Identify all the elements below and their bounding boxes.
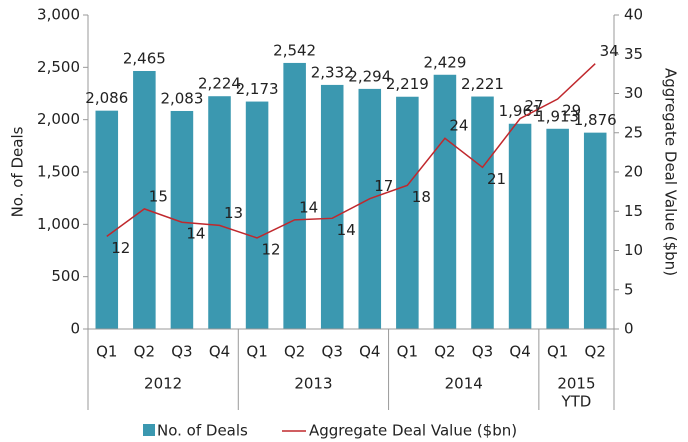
y2-tick-label: 20: [624, 163, 643, 181]
y2-tick-label: 25: [624, 123, 643, 141]
line-value-label: 24: [449, 117, 468, 135]
bar-value-label: 2,332: [311, 63, 354, 81]
line-value-label: 12: [111, 239, 130, 257]
line-value-label: 14: [186, 225, 205, 243]
bar: [396, 96, 419, 330]
bar-value-label: 1,913: [536, 107, 579, 125]
y2-axis-label: Aggregate Deal Value ($bn): [662, 68, 680, 276]
bar-value-label: 2,221: [461, 75, 504, 93]
y-tick-label: 2,000: [37, 110, 80, 128]
y-axis-label: No. of Deals: [9, 126, 27, 217]
x-group-label: 2014: [445, 375, 483, 393]
line-value-label: 15: [149, 187, 168, 205]
bar-value-label: 2,465: [123, 49, 166, 67]
line-value-label: 29: [562, 101, 581, 119]
legend-label: Aggregate Deal Value ($bn): [309, 422, 517, 440]
bar-value-label: 2,224: [198, 75, 241, 93]
line-value-label: 34: [600, 42, 619, 60]
bar: [358, 88, 382, 329]
bar: [208, 96, 231, 329]
bar-value-label: 2,219: [386, 75, 429, 93]
x-tick-label: Q2: [134, 343, 155, 361]
bar: [320, 84, 344, 330]
line-value-label: 12: [262, 240, 281, 258]
bar-value-label: 1,876: [574, 111, 617, 129]
y2-tick-label: 35: [624, 45, 643, 63]
x-tick-label: Q1: [397, 343, 418, 361]
x-tick-label: Q4: [509, 343, 530, 361]
bar-value-label: 2,429: [423, 53, 466, 71]
y2-tick-label: 30: [624, 84, 643, 102]
y-tick-label: 1,000: [37, 215, 80, 233]
line-value-label: 18: [412, 188, 431, 206]
bar: [170, 110, 194, 329]
line-value-label: 27: [525, 97, 544, 115]
x-group-label: YTD: [560, 393, 591, 411]
bar: [471, 96, 494, 329]
bar: [95, 110, 119, 329]
legend-label: No. of Deals: [157, 422, 248, 440]
bar: [508, 123, 532, 330]
x-tick-label: Q1: [547, 343, 568, 361]
x-group-label: 2015: [557, 375, 595, 393]
x-tick-label: Q1: [96, 343, 117, 361]
x-tick-label: Q2: [585, 343, 606, 361]
x-tick-label: Q1: [246, 343, 267, 361]
y2-tick-label: 40: [624, 6, 643, 24]
x-tick-label: Q4: [209, 343, 230, 361]
bar: [133, 70, 156, 329]
bar-value-label: 2,173: [236, 80, 279, 98]
line-value-label: 14: [337, 221, 356, 239]
bar-value-label: 2,083: [160, 89, 203, 107]
y-tick-label: 0: [70, 320, 80, 338]
line-value-label: 14: [299, 198, 318, 216]
x-tick-label: Q3: [322, 343, 343, 361]
bar: [583, 132, 607, 329]
bar-value-label: 2,086: [85, 89, 128, 107]
line-value-label: 21: [487, 170, 506, 188]
y-tick-label: 1,500: [37, 163, 80, 181]
bar: [283, 62, 306, 330]
x-tick-label: Q2: [284, 343, 305, 361]
x-tick-label: Q4: [359, 343, 380, 361]
bar-value-label: 2,542: [273, 41, 316, 59]
line-value-label: 13: [224, 204, 243, 222]
y2-tick-label: 0: [624, 320, 634, 338]
x-tick-label: Q3: [472, 343, 493, 361]
bar-value-label: 2,294: [348, 67, 391, 85]
bar-value-label: 1,961: [499, 102, 542, 120]
y2-tick-label: 5: [624, 280, 634, 298]
y2-tick-label: 15: [624, 202, 643, 220]
bar: [546, 128, 569, 329]
line: [106, 63, 596, 239]
bar: [433, 74, 457, 329]
bar: [245, 101, 269, 330]
y-tick-label: 500: [51, 267, 80, 285]
x-tick-label: Q3: [171, 343, 192, 361]
legend-swatch: [143, 424, 155, 436]
y2-tick-label: 10: [624, 241, 643, 259]
line-value-label: 17: [374, 177, 393, 195]
y-tick-label: 2,500: [37, 58, 80, 76]
x-group-label: 2012: [144, 375, 182, 393]
y-tick-label: 3,000: [37, 6, 80, 24]
x-group-label: 2013: [294, 375, 332, 393]
x-tick-label: Q2: [434, 343, 455, 361]
